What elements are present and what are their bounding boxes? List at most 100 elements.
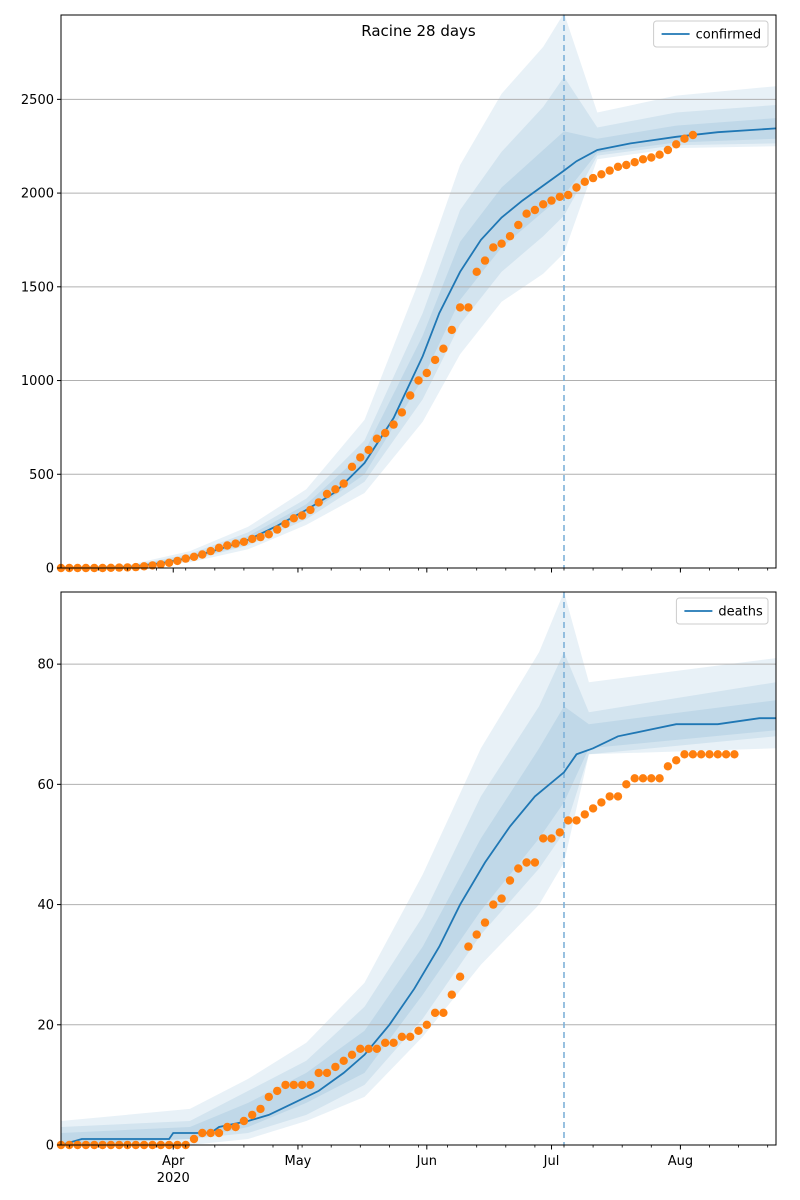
uncertainty-band-2 <box>61 652 776 1145</box>
deaths-legend: deaths <box>675 597 769 625</box>
observed-point <box>530 205 540 215</box>
observed-point <box>572 816 581 825</box>
observed-point <box>231 539 240 548</box>
observed-point <box>206 1128 215 1138</box>
observed-point <box>663 145 673 155</box>
y-tick-label: 1500 <box>21 280 54 295</box>
observed-point <box>406 1032 415 1042</box>
observed-point <box>680 134 689 143</box>
observed-point <box>281 1080 290 1090</box>
observed-point <box>223 541 232 550</box>
y-tick-label: 80 <box>37 658 54 673</box>
observed-point <box>331 485 340 494</box>
observed-point <box>414 1026 423 1036</box>
observed-point <box>580 177 589 186</box>
observed-point <box>622 780 631 789</box>
chart-title: Racine 28 days <box>361 22 476 40</box>
observed-point <box>539 200 548 209</box>
observed-point <box>273 1086 282 1096</box>
observed-point <box>356 453 365 462</box>
observed-point <box>547 834 556 843</box>
observed-point <box>364 1044 373 1054</box>
confirmed-uncertainty-bands <box>61 13 776 569</box>
legend-box <box>653 20 769 48</box>
observed-point <box>314 498 323 507</box>
observed-point <box>489 243 498 252</box>
observed-point <box>439 1008 448 1017</box>
confirmed-gridlines <box>61 98 776 475</box>
x-tick-label: Apr <box>162 1154 185 1169</box>
observed-point <box>281 519 290 529</box>
observed-point <box>530 858 540 867</box>
observed-point <box>289 1080 298 1090</box>
observed-point <box>455 303 465 312</box>
y-tick-label: 20 <box>37 1018 54 1033</box>
observed-point <box>522 209 531 218</box>
observed-point <box>339 1056 348 1066</box>
observed-point <box>322 489 332 499</box>
observed-point <box>588 804 598 813</box>
deaths-panel: 0 20 40 60 80 Apr 2020 May Jun Jul Aug deaths <box>37 591 777 1186</box>
observed-point <box>189 552 199 561</box>
observed-point <box>730 750 739 759</box>
observed-point <box>189 1134 199 1144</box>
observed-point <box>514 864 523 873</box>
observed-point <box>455 972 465 981</box>
observed-point <box>447 990 456 999</box>
observed-point <box>605 792 614 801</box>
observed-point <box>131 562 140 572</box>
y-tick-label: 2500 <box>21 93 54 108</box>
observed-point <box>139 562 149 571</box>
observed-point <box>622 160 631 170</box>
deaths-uncertainty-bands <box>61 592 776 1145</box>
observed-point <box>389 420 398 429</box>
observed-point <box>613 792 623 801</box>
observed-point <box>638 774 648 783</box>
observed-point <box>372 434 382 443</box>
observed-point <box>372 1044 382 1054</box>
observed-point <box>248 1110 257 1120</box>
observed-point <box>256 1104 265 1114</box>
observed-point <box>231 1122 240 1132</box>
observed-point <box>480 918 490 927</box>
x-tick-label: Aug <box>668 1154 693 1169</box>
observed-point <box>406 391 415 400</box>
observed-point <box>239 537 249 546</box>
observed-point <box>439 344 448 353</box>
observed-point <box>422 368 431 378</box>
observed-point <box>397 1032 407 1042</box>
observed-point <box>447 325 456 335</box>
deaths-model-line <box>60 717 776 1146</box>
observed-point <box>273 525 282 534</box>
legend-box <box>675 597 769 625</box>
observed-point <box>214 1128 224 1138</box>
observed-point <box>472 267 481 276</box>
observed-point <box>164 558 174 567</box>
observed-point <box>588 173 598 183</box>
observed-point <box>613 162 623 171</box>
observed-point <box>173 556 182 566</box>
legend-label-confirmed: confirmed <box>696 28 762 43</box>
observed-point <box>721 750 731 759</box>
observed-point <box>206 546 215 556</box>
observed-point <box>389 1038 398 1048</box>
observed-point <box>397 408 407 417</box>
observed-point <box>264 1092 273 1102</box>
observed-point <box>198 550 207 559</box>
uncertainty-band-2 <box>61 76 776 569</box>
observed-point <box>505 232 515 241</box>
y-tick-label: 1000 <box>21 374 54 389</box>
legend-label-deaths: deaths <box>718 605 763 620</box>
confirmed-panel: 0 500 1000 1500 2000 2500 Racine 28 days conf… <box>21 13 777 577</box>
observed-point <box>198 1128 207 1138</box>
observed-point <box>672 756 681 765</box>
observed-point <box>356 1044 365 1054</box>
observed-point <box>547 196 556 205</box>
confirmed-x-axis-ticks <box>68 568 769 573</box>
observed-point <box>264 530 273 539</box>
observed-point <box>214 543 224 552</box>
observed-point <box>672 140 681 149</box>
y-tick-label: 0 <box>46 562 54 577</box>
observed-point <box>680 750 689 759</box>
observed-point <box>306 505 315 515</box>
